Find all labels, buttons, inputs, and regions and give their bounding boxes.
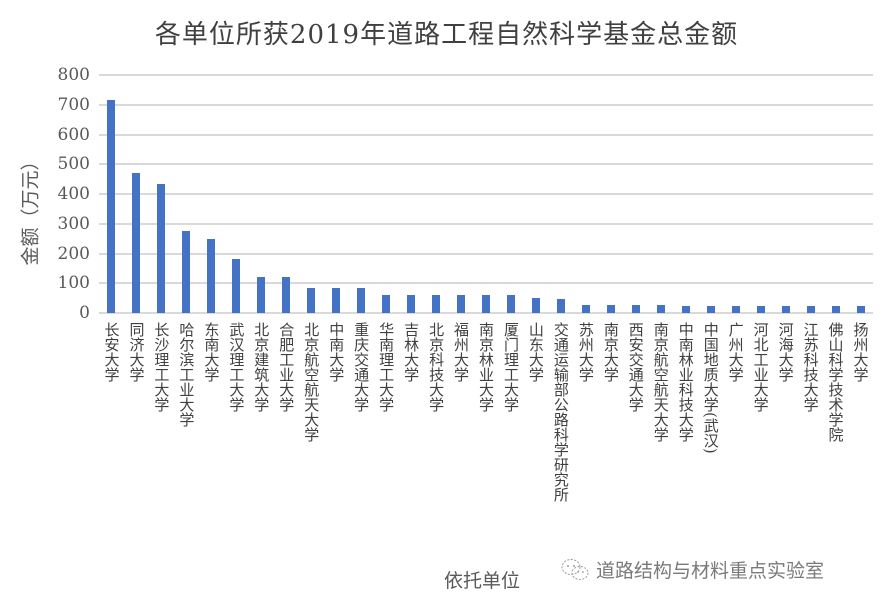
bar	[357, 287, 366, 313]
bar	[631, 305, 640, 313]
bar	[307, 287, 316, 313]
y-tick-label: 500	[57, 154, 90, 175]
bar	[407, 295, 416, 313]
y-tick-label: 200	[57, 243, 90, 264]
x-tick-label: 吉林大学	[402, 322, 421, 382]
x-tick-label: 南京大学	[601, 322, 620, 382]
wechat-icon	[561, 558, 589, 580]
bar	[207, 238, 216, 313]
x-tick-label: 重庆交通大学	[352, 322, 371, 412]
bar	[656, 305, 665, 313]
x-tick-label: 华南理工大学	[377, 322, 396, 412]
bar	[332, 287, 341, 313]
bar	[606, 305, 615, 313]
x-tick-label: 佛山科学技术学院	[826, 322, 845, 442]
x-tick-label: 北京科技大学	[427, 322, 446, 412]
gridline	[99, 312, 873, 314]
bar	[432, 295, 441, 313]
x-tick-label: 武汉理工大学	[227, 322, 246, 412]
bar	[581, 305, 590, 313]
bar	[706, 305, 715, 313]
x-tick-label: 哈尔滨工业大学	[177, 322, 196, 427]
y-tick-label: 300	[57, 213, 90, 234]
gridline	[99, 163, 873, 166]
bar	[157, 184, 166, 313]
x-axis-label: 依托单位	[444, 570, 521, 592]
x-tick-label: 长安大学	[102, 322, 121, 382]
x-tick-label: 河海大学	[776, 322, 795, 382]
x-tick-label: 东南大学	[202, 322, 221, 382]
y-tick-label: 800	[57, 65, 90, 85]
bar	[132, 173, 141, 313]
gridline	[99, 252, 873, 255]
x-tick-label: 山东大学	[526, 322, 545, 382]
x-tick-label: 中南林业科技大学	[676, 322, 695, 442]
bar	[531, 297, 540, 313]
bar	[831, 306, 840, 313]
bar	[756, 305, 765, 313]
watermark: 道路结构与材料重点实验室	[560, 556, 824, 583]
gridline	[99, 282, 873, 285]
bar	[232, 259, 241, 313]
bar	[731, 305, 740, 313]
x-tick-label: 北京建筑大学	[252, 322, 271, 412]
bar	[107, 100, 116, 313]
x-tick-label: 南京林业大学	[477, 322, 495, 412]
bar	[806, 305, 815, 313]
gridline	[99, 103, 873, 106]
y-tick-label: 100	[57, 273, 90, 294]
x-tick-label: 福州大学	[452, 322, 471, 382]
bar	[282, 277, 291, 313]
bar	[482, 295, 490, 313]
bar	[681, 305, 690, 313]
x-tick-label: 江苏科技大学	[801, 322, 820, 412]
bar	[182, 231, 191, 313]
x-tick-label: 中国地质大学(武汉)	[701, 322, 720, 454]
x-tick-label: 西安交通大学	[626, 322, 645, 412]
bar	[856, 306, 865, 313]
bar	[257, 277, 266, 313]
x-tick-label: 厦门理工大学	[501, 322, 520, 412]
gridline	[99, 133, 873, 136]
x-tick-label: 合肥工业大学	[277, 322, 296, 412]
watermark-text: 道路结构与材料重点实验室	[596, 560, 825, 582]
y-tick-label: 700	[57, 94, 90, 115]
x-tick-label: 河北工业大学	[751, 322, 770, 412]
y-tick-label: 400	[57, 184, 90, 204]
x-tick-label: 扬州大学	[851, 322, 870, 382]
x-tick-label: 南京航空航天大学	[651, 322, 670, 442]
x-tick-label: 广州大学	[726, 322, 745, 382]
x-tick-label: 同济大学	[127, 322, 146, 382]
bar	[382, 295, 391, 313]
gridline	[99, 74, 873, 76]
plot-area	[99, 74, 873, 314]
bar	[506, 295, 515, 313]
gridline	[99, 193, 873, 195]
x-tick-label: 长沙理工大学	[152, 322, 171, 412]
x-tick-label: 苏州大学	[576, 322, 595, 382]
bar	[457, 295, 466, 313]
y-tick-label: 600	[57, 124, 90, 145]
x-tick-label: 北京航空航天大学	[302, 322, 321, 442]
x-tick-label: 中南大学	[327, 322, 346, 382]
chart-title: 各单位所获2019年道路工程自然科学基金总金额	[154, 20, 739, 50]
bar	[781, 305, 790, 313]
y-tick-label: 0	[79, 303, 90, 323]
bar	[556, 298, 565, 313]
gridline	[99, 222, 873, 225]
x-tick-label: 交通运输部公路科学研究所	[551, 322, 570, 502]
